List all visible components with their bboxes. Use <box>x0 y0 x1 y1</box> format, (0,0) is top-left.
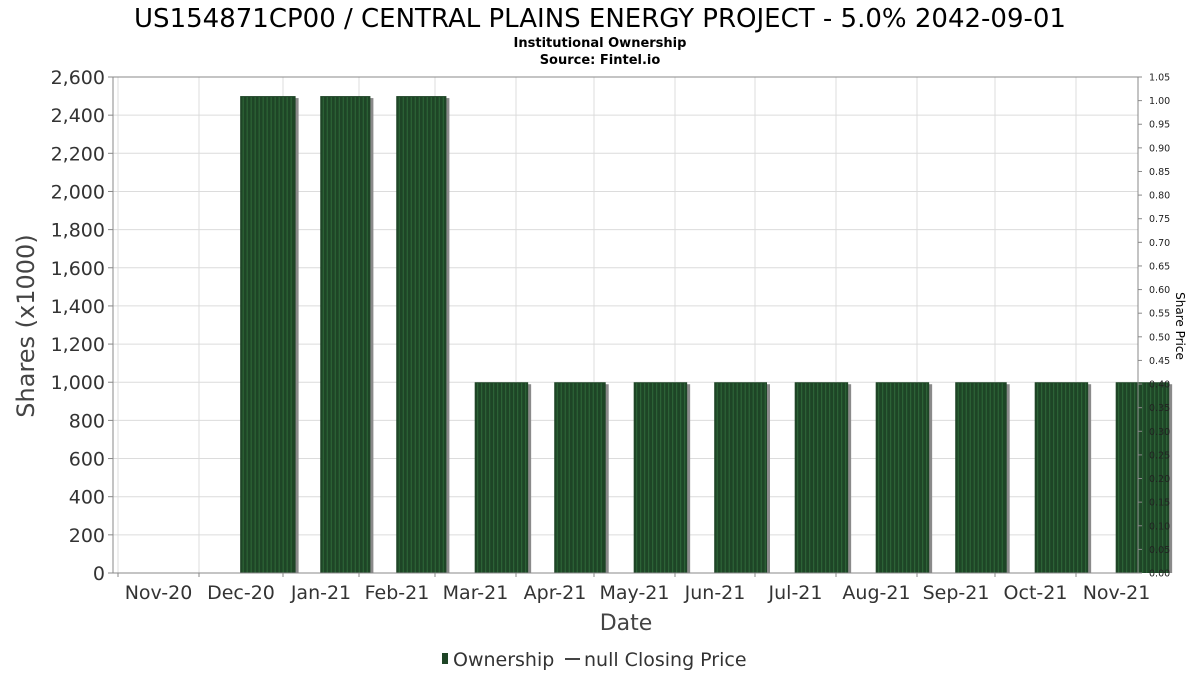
x-tick-label: Aug-21 <box>842 582 910 604</box>
bar <box>320 96 371 574</box>
bar-group <box>240 96 299 574</box>
y-axis-left-ticks: 0 200 400 600 800 1,000 1,200 1,400 1,600 1,800 2,… <box>51 67 113 585</box>
y2-tick-label: 1.05 <box>1149 73 1170 84</box>
bar-group <box>474 382 532 573</box>
y-tick-label: 2,000 <box>51 181 105 203</box>
y2-tick-label: 0.00 <box>1149 569 1170 580</box>
chart-title: US154871CP00 / CENTRAL PLAINS ENERGY PRO… <box>134 4 1066 34</box>
x-tick-label: Dec-20 <box>207 582 275 604</box>
y-tick-label: 0 <box>93 563 105 585</box>
y2-tick-label: 0.40 <box>1149 380 1170 391</box>
x-tick-label: Apr-21 <box>524 582 587 604</box>
y2-tick-label: 0.50 <box>1149 332 1170 343</box>
x-axis-label: Date <box>600 611 653 636</box>
bar-group <box>320 96 374 574</box>
y-tick-label: 600 <box>69 449 105 471</box>
legend-price-label: null Closing Price <box>584 649 747 671</box>
y2-tick-label: 0.25 <box>1149 450 1170 461</box>
x-tick-label: Sep-21 <box>923 582 990 604</box>
bar-group <box>633 382 691 573</box>
y2-tick-label: 0.30 <box>1149 427 1170 438</box>
x-tick-label: Jun-21 <box>684 582 746 604</box>
x-tick-label: Jan-21 <box>290 582 351 604</box>
bars <box>240 96 1173 574</box>
y-tick-label: 1,200 <box>51 334 105 356</box>
y-tick-label: 800 <box>69 410 105 432</box>
bar-group <box>875 382 933 573</box>
y2-tick-label: 0.90 <box>1149 143 1170 154</box>
chart-subtitle: Institutional Ownership <box>514 36 687 51</box>
legend-ownership-label: Ownership <box>453 649 554 671</box>
y2-tick-label: 0.65 <box>1149 261 1170 272</box>
bar-group <box>1115 382 1173 573</box>
y-tick-label: 1,600 <box>51 258 105 280</box>
legend: Ownership null Closing Price <box>442 649 747 671</box>
x-tick-label: Mar-21 <box>443 582 509 604</box>
bar-group <box>1034 382 1092 573</box>
y2-tick-label: 0.10 <box>1149 521 1170 532</box>
y2-tick-label: 0.35 <box>1149 403 1170 414</box>
y-axis-label: Shares (x1000) <box>12 234 40 417</box>
y-tick-label: 2,400 <box>51 105 105 127</box>
y2-tick-label: 1.00 <box>1149 96 1170 107</box>
bar <box>240 96 296 574</box>
x-tick-label: Nov-21 <box>1083 582 1151 604</box>
y-tick-label: 2,200 <box>51 143 105 165</box>
y2-tick-label: 0.15 <box>1149 498 1170 509</box>
y-tick-label: 1,000 <box>51 372 105 394</box>
y2-tick-label: 0.70 <box>1149 238 1170 249</box>
x-tick-label: Nov-20 <box>125 582 193 604</box>
x-axis-ticks: Nov-20 Dec-20 Jan-21 Feb-21 Mar-21 Apr-21 May-… <box>117 573 1151 604</box>
y-tick-label: 1,800 <box>51 220 105 242</box>
bar <box>396 96 447 574</box>
y2-tick-label: 0.85 <box>1149 167 1170 178</box>
y2-tick-label: 0.95 <box>1149 120 1170 131</box>
bar <box>955 382 1007 573</box>
bar-group <box>955 382 1010 573</box>
plot-frame <box>112 76 1139 574</box>
y2-tick-label: 0.55 <box>1149 309 1170 320</box>
bar-group <box>714 382 770 573</box>
y-tick-label: 200 <box>69 525 105 547</box>
y-tick-label: 400 <box>69 487 105 509</box>
y2-tick-label: 0.45 <box>1149 356 1170 367</box>
y2-tick-label: 0.05 <box>1149 545 1170 556</box>
y2-tick-label: 0.80 <box>1149 191 1170 202</box>
bar-group <box>794 382 852 573</box>
y2-tick-label: 0.60 <box>1149 285 1170 296</box>
y2-tick-label: 0.75 <box>1149 214 1170 225</box>
bar <box>714 382 767 573</box>
x-tick-label: Feb-21 <box>365 582 430 604</box>
y-tick-label: 1,400 <box>51 296 105 318</box>
y-axis-right-ticks: 0.00 0.05 0.10 0.15 0.20 0.25 0.30 0.35 0.40 0.45… <box>1138 73 1170 580</box>
y2-tick-label: 0.20 <box>1149 474 1170 485</box>
y2-axis-label: Share Price <box>1173 292 1187 360</box>
x-tick-label: May-21 <box>600 582 670 604</box>
x-tick-label: Oct-21 <box>1004 582 1068 604</box>
x-tick-label: Jul-21 <box>768 582 823 604</box>
bar-group <box>396 96 450 574</box>
bar-group <box>554 382 609 573</box>
chart-source: Source: Fintel.io <box>540 53 661 68</box>
y-tick-label: 2,600 <box>51 67 105 89</box>
bar <box>554 382 606 573</box>
legend-ownership-marker <box>442 653 448 664</box>
